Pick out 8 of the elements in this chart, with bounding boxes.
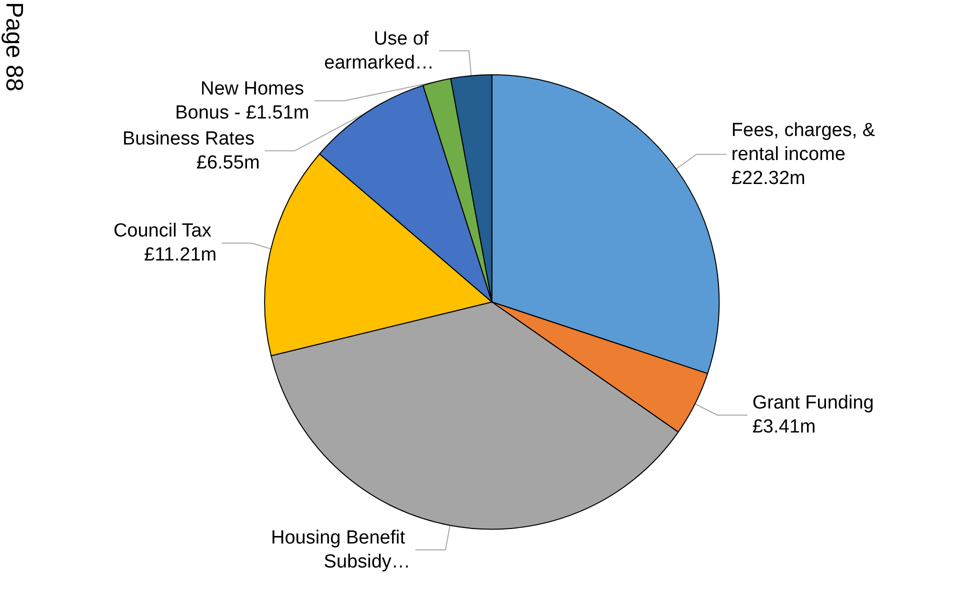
text: Page 88 <box>0 2 28 92</box>
slice-label: Housing Benefit Subsidy… <box>270 527 410 572</box>
slice-label: Council Tax £11.21m <box>113 220 217 266</box>
slice-label: New Homes Bonus - £1.51m <box>175 78 310 124</box>
slice-label: Fees, charges, & rental income £22.32m <box>731 120 880 189</box>
slice-label: Grant Funding £3.41m <box>752 392 880 438</box>
slice-label: Business Rates £6.55m <box>122 128 260 174</box>
slice-label: Use of earmarked… <box>324 28 434 74</box>
